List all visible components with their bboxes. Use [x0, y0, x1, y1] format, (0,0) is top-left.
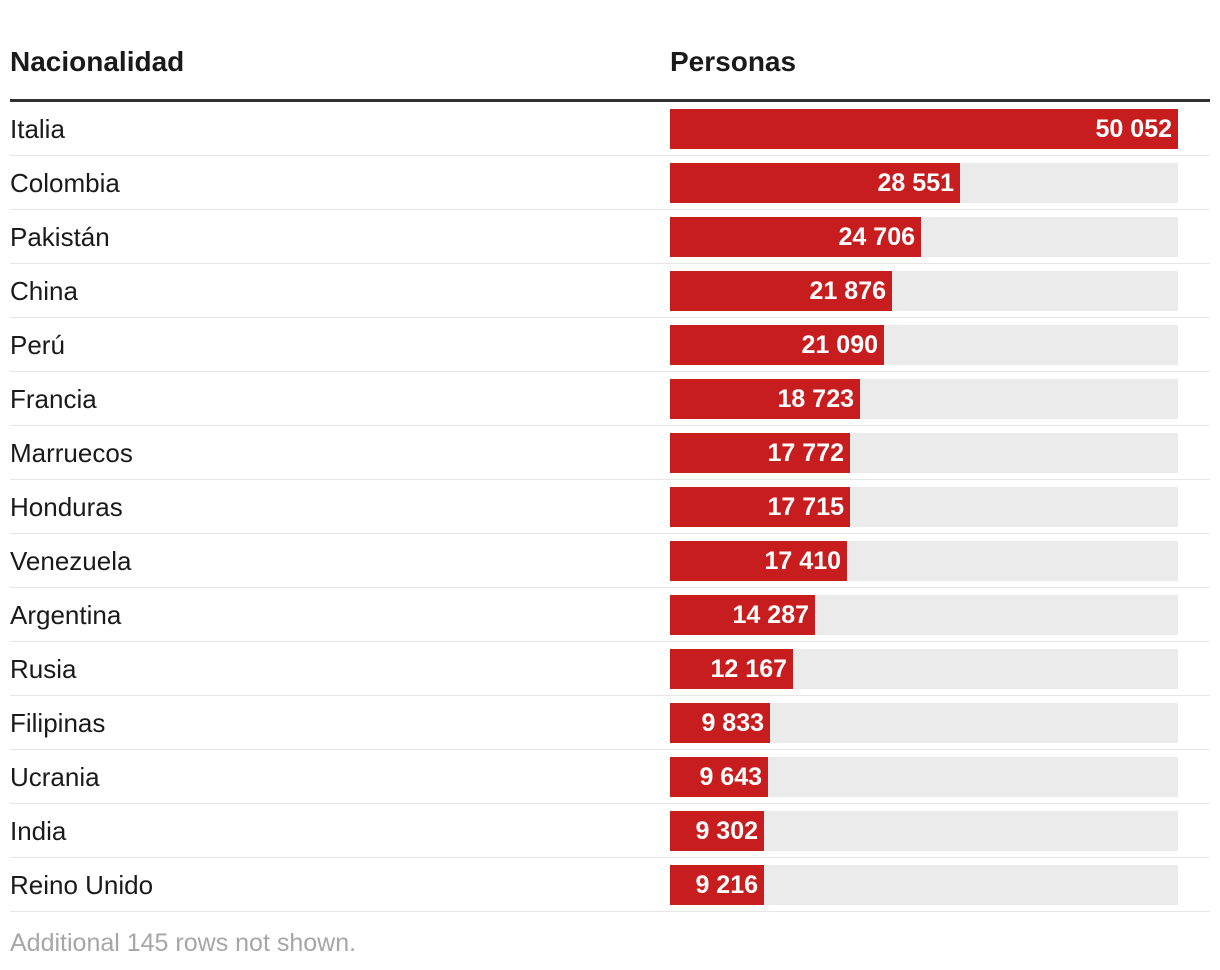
bar-value-label: 17 410: [764, 547, 841, 575]
table-row: Francia 18 723: [10, 372, 1210, 426]
bar: [670, 757, 768, 797]
bar-track: 9 216: [670, 865, 1178, 905]
category-label: Rusia: [10, 654, 77, 684]
bar-track: 9 302: [670, 811, 1178, 851]
table-row: Filipinas 9 833: [10, 696, 1210, 750]
table-row: China 21 876: [10, 264, 1210, 318]
bar-value-label: 28 551: [877, 169, 954, 197]
bar: [670, 379, 860, 419]
bar: [670, 703, 770, 743]
bar: [670, 163, 960, 203]
bar-track: 18 723: [670, 379, 1178, 419]
table-row: Reino Unido 9 216: [10, 858, 1210, 912]
category-label: Argentina: [10, 600, 122, 630]
bar-value-label: 9 643: [699, 763, 762, 791]
bar-track: 14 287: [670, 595, 1178, 635]
category-label: Colombia: [10, 168, 120, 198]
bar: [670, 271, 892, 311]
bar-track: 21 090: [670, 325, 1178, 365]
bar-track: 24 706: [670, 217, 1178, 257]
bar-value-label: 24 706: [838, 223, 915, 251]
table-row: Perú 21 090: [10, 318, 1210, 372]
category-label: Pakistán: [10, 222, 110, 252]
bar-track: 28 551: [670, 163, 1178, 203]
category-label: India: [10, 816, 67, 846]
bar-value-label: 21 090: [801, 331, 878, 359]
bar-table: Nacionalidad Personas Italia 50 052 Colomb…: [10, 38, 1210, 912]
column-header-nationality: Nacionalidad: [10, 46, 185, 77]
bar: [670, 325, 884, 365]
category-label: Venezuela: [10, 546, 132, 576]
table-row: Argentina 14 287: [10, 588, 1210, 642]
category-label: Italia: [10, 114, 65, 144]
category-label: Honduras: [10, 492, 123, 522]
bar-track: 17 410: [670, 541, 1178, 581]
column-header-people: Personas: [670, 46, 797, 77]
category-label: Francia: [10, 384, 97, 414]
bar-track: 50 052: [670, 109, 1178, 149]
bar: [670, 109, 1178, 149]
category-label: Marruecos: [10, 438, 133, 468]
bar-value-label: 9 302: [695, 817, 758, 845]
table-row: Venezuela 17 410: [10, 534, 1210, 588]
bar-track: 12 167: [670, 649, 1178, 689]
bar-track: 9 833: [670, 703, 1178, 743]
table-row: Italia 50 052: [10, 102, 1210, 156]
table-row: Marruecos 17 772: [10, 426, 1210, 480]
table-row: Pakistán 24 706: [10, 210, 1210, 264]
table-row: Honduras 17 715: [10, 480, 1210, 534]
bar-value-label: 21 876: [809, 277, 886, 305]
category-label: Filipinas: [10, 708, 106, 738]
bar: [670, 811, 764, 851]
bar-value-label: 9 216: [695, 871, 758, 899]
bar-value-label: 12 167: [710, 655, 787, 683]
category-label: China: [10, 276, 78, 306]
category-label: Reino Unido: [10, 870, 154, 900]
bar: [670, 649, 793, 689]
bar: [670, 865, 764, 905]
bar-value-label: 50 052: [1095, 115, 1172, 143]
table-row: India 9 302: [10, 804, 1210, 858]
bar-value-label: 14 287: [732, 601, 809, 629]
bar-track: 17 772: [670, 433, 1178, 473]
bar-value-label: 17 715: [767, 493, 844, 521]
table-row: Rusia 12 167: [10, 642, 1210, 696]
bar-value-label: 18 723: [777, 385, 854, 413]
bar: [670, 541, 847, 581]
table-header: Nacionalidad Personas: [10, 38, 1210, 102]
table-row: Colombia 28 551: [10, 156, 1210, 210]
bar: [670, 217, 921, 257]
bar-track: 17 715: [670, 487, 1178, 527]
bar: [670, 487, 850, 527]
footnote: Additional 145 rows not shown.: [10, 929, 357, 957]
category-label: Ucrania: [10, 762, 100, 792]
bar-value-label: 17 772: [767, 439, 844, 467]
table-row: Ucrania 9 643: [10, 750, 1210, 804]
bar: [670, 595, 815, 635]
table-body: Italia 50 052 Colombia 28 551 Pakistán 24 706…: [10, 102, 1210, 912]
category-label: Perú: [10, 330, 65, 360]
bar-track: 21 876: [670, 271, 1178, 311]
bar-value-label: 9 833: [701, 709, 764, 737]
bar: [670, 433, 850, 473]
bar-track: 9 643: [670, 757, 1178, 797]
